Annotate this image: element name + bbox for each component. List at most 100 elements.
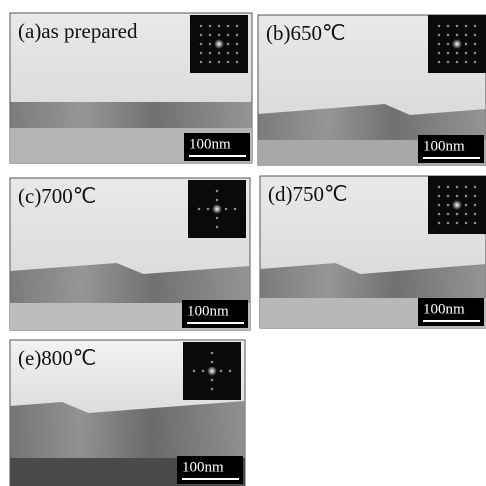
diffraction-spot bbox=[464, 212, 467, 215]
diffraction-spot bbox=[226, 24, 229, 27]
diffraction-spot bbox=[446, 212, 449, 215]
diffraction-spot bbox=[455, 24, 458, 27]
diffraction-spot bbox=[473, 42, 476, 45]
scale-bar-label: 100nm bbox=[423, 138, 465, 154]
scale-bar-label: 100nm bbox=[189, 136, 231, 152]
scale-bar-label: 100nm bbox=[182, 459, 224, 475]
diffraction-spot bbox=[197, 207, 200, 210]
diffraction-spot bbox=[452, 39, 462, 49]
diffraction-spot bbox=[464, 42, 467, 45]
diffraction-spot bbox=[473, 24, 476, 27]
diffraction-spot bbox=[226, 51, 229, 54]
diffraction-spot bbox=[210, 387, 213, 390]
diffraction-spot bbox=[464, 51, 467, 54]
diffraction-spot bbox=[464, 203, 467, 206]
diffraction-spot bbox=[464, 221, 467, 224]
figure: (a)as prepared 100nm (b)650℃ 100nm (c)700℃ 10… bbox=[0, 0, 486, 486]
diffraction-spot bbox=[473, 60, 476, 63]
diffraction-spot bbox=[464, 194, 467, 197]
diffraction-spot bbox=[199, 33, 202, 36]
diffraction-spot bbox=[473, 221, 476, 224]
micrograph-panel: (c)700℃ 100nm bbox=[10, 178, 250, 330]
diffraction-spot bbox=[437, 212, 440, 215]
diffraction-spot bbox=[473, 203, 476, 206]
diffraction-spot bbox=[473, 212, 476, 215]
diffraction-spot bbox=[437, 185, 440, 188]
diffraction-spot bbox=[437, 42, 440, 45]
diffraction-spot bbox=[437, 194, 440, 197]
panel-label: (a)as prepared bbox=[18, 19, 138, 43]
diffraction-spot bbox=[217, 24, 220, 27]
diffraction-spot bbox=[217, 60, 220, 63]
panel-label: (b)650℃ bbox=[266, 21, 346, 45]
panel-label: (d)750℃ bbox=[268, 182, 348, 206]
diffraction-spot bbox=[217, 51, 220, 54]
diffraction-spot bbox=[233, 207, 236, 210]
diffraction-spot bbox=[437, 60, 440, 63]
diffraction-spot bbox=[455, 185, 458, 188]
diffraction-spot bbox=[199, 60, 202, 63]
thin-film bbox=[10, 263, 250, 303]
diffraction-spot bbox=[446, 221, 449, 224]
diffraction-spot bbox=[199, 42, 202, 45]
diffraction-spot bbox=[235, 51, 238, 54]
diffraction-spot bbox=[208, 60, 211, 63]
diffraction-spot bbox=[210, 360, 213, 363]
diffraction-spot bbox=[446, 194, 449, 197]
diffraction-spot bbox=[455, 51, 458, 54]
diffraction-spot bbox=[226, 42, 229, 45]
diffraction-spot bbox=[455, 33, 458, 36]
diffraction-spot bbox=[446, 42, 449, 45]
diffraction-spot bbox=[446, 33, 449, 36]
diffraction-spot bbox=[437, 33, 440, 36]
diffraction-spot bbox=[446, 51, 449, 54]
scale-bar-label: 100nm bbox=[187, 303, 229, 319]
diffraction-spot bbox=[219, 369, 222, 372]
diffraction-spot bbox=[208, 24, 211, 27]
scale-bar-label: 100nm bbox=[423, 301, 465, 317]
diffraction-spot bbox=[437, 51, 440, 54]
diffraction-spot bbox=[207, 366, 217, 376]
diffraction-spot bbox=[464, 185, 467, 188]
diffraction-spot bbox=[473, 51, 476, 54]
diffraction-spot bbox=[208, 33, 211, 36]
micrograph-panel: (b)650℃ 100nm bbox=[258, 15, 486, 165]
diffraction-spot bbox=[446, 185, 449, 188]
diffraction-spot bbox=[455, 60, 458, 63]
thin-film bbox=[10, 102, 252, 128]
diffraction-spot bbox=[455, 212, 458, 215]
diffraction-spot bbox=[208, 42, 211, 45]
panel-label: (c)700℃ bbox=[18, 184, 96, 208]
micrograph-panel: (d)750℃ 100nm bbox=[260, 176, 486, 328]
diffraction-spot bbox=[226, 33, 229, 36]
diffraction-spot bbox=[224, 207, 227, 210]
diffraction-spot bbox=[199, 51, 202, 54]
diffraction-spot bbox=[210, 351, 213, 354]
diffraction-spot bbox=[464, 24, 467, 27]
diffraction-spot bbox=[208, 51, 211, 54]
diffraction-spot bbox=[228, 369, 231, 372]
diffraction-spot bbox=[455, 221, 458, 224]
diffraction-spot bbox=[201, 369, 204, 372]
diffraction-spot bbox=[215, 216, 218, 219]
diffraction-spot bbox=[446, 60, 449, 63]
diffraction-spot bbox=[215, 189, 218, 192]
diffraction-spot bbox=[212, 204, 222, 214]
diffraction-spot bbox=[473, 185, 476, 188]
diffraction-spot bbox=[199, 24, 202, 27]
diffraction-spot bbox=[192, 369, 195, 372]
diffraction-spot bbox=[235, 33, 238, 36]
diffraction-spot bbox=[452, 200, 462, 210]
diffraction-spot bbox=[206, 207, 209, 210]
diffraction-spot bbox=[215, 225, 218, 228]
diffraction-spot bbox=[446, 24, 449, 27]
diffraction-spot bbox=[446, 203, 449, 206]
diffraction-spot bbox=[464, 60, 467, 63]
diffraction-spot bbox=[473, 33, 476, 36]
diffraction-spot bbox=[217, 33, 220, 36]
diffraction-spot bbox=[437, 203, 440, 206]
diffraction-spot bbox=[226, 60, 229, 63]
diffraction-spot bbox=[464, 33, 467, 36]
diffraction-spot bbox=[235, 24, 238, 27]
